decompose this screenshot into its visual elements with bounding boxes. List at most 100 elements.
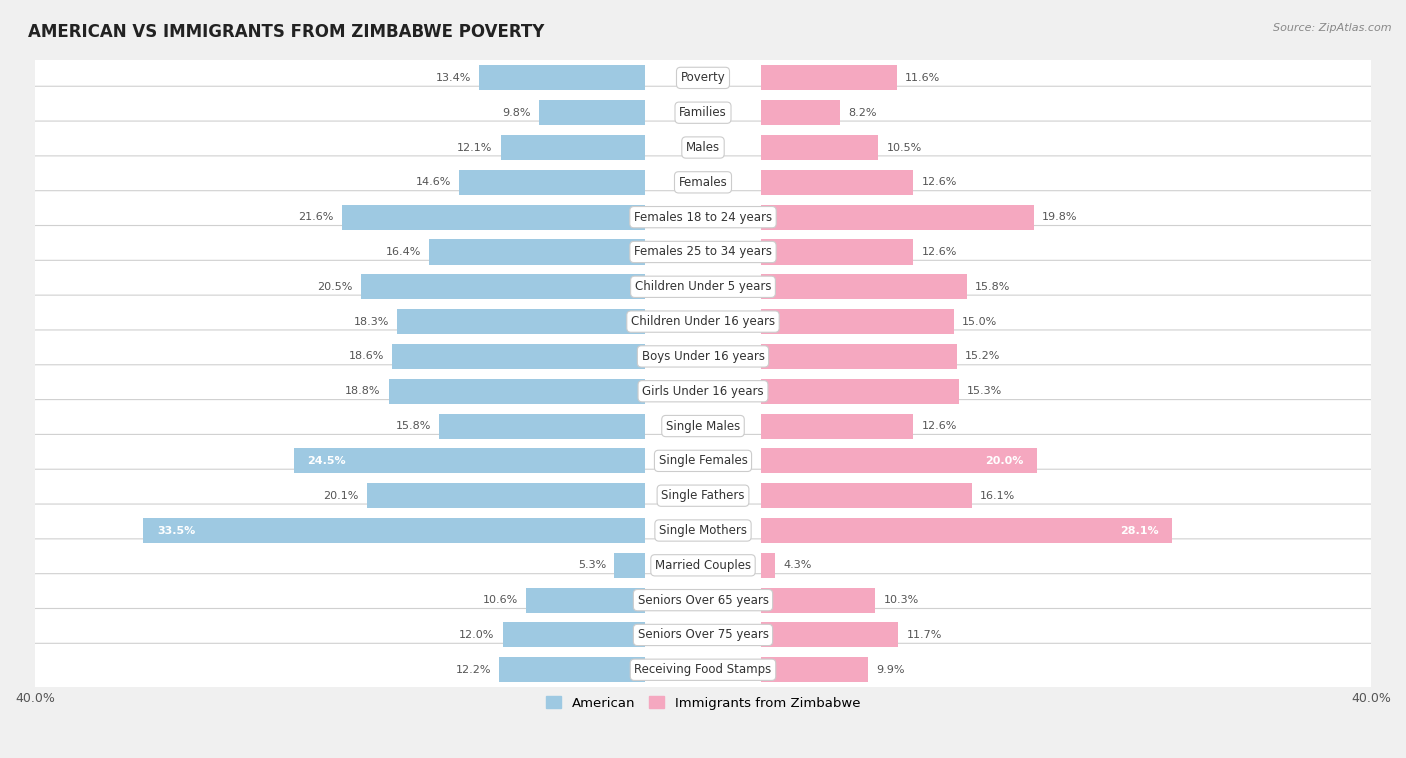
Bar [499,657,644,682]
FancyBboxPatch shape [31,86,1375,139]
Text: 16.1%: 16.1% [980,490,1015,501]
Bar [143,518,644,543]
Text: 24.5%: 24.5% [307,456,346,466]
Text: 20.5%: 20.5% [316,282,353,292]
FancyBboxPatch shape [31,330,1375,383]
Text: Seniors Over 65 years: Seniors Over 65 years [637,594,769,606]
Text: Receiving Food Stamps: Receiving Food Stamps [634,663,772,676]
Bar [762,309,953,334]
Bar [367,483,644,508]
Bar [439,414,644,439]
Bar [540,100,644,125]
Bar [360,274,644,299]
Bar [762,274,967,299]
Text: 15.8%: 15.8% [976,282,1011,292]
FancyBboxPatch shape [31,295,1375,348]
Text: 12.0%: 12.0% [458,630,495,640]
Text: Source: ZipAtlas.com: Source: ZipAtlas.com [1274,23,1392,33]
Text: 14.6%: 14.6% [415,177,451,187]
Text: 12.6%: 12.6% [922,421,957,431]
FancyBboxPatch shape [31,399,1375,453]
Text: Females 25 to 34 years: Females 25 to 34 years [634,246,772,258]
Bar [762,553,775,578]
Text: Females: Females [679,176,727,189]
Text: Single Females: Single Females [658,454,748,468]
FancyBboxPatch shape [31,469,1375,522]
Text: 10.5%: 10.5% [887,143,922,152]
Text: 15.3%: 15.3% [967,387,1002,396]
Bar [762,483,972,508]
FancyBboxPatch shape [31,574,1375,627]
Text: 13.4%: 13.4% [436,73,471,83]
Bar [762,135,879,160]
Legend: American, Immigrants from Zimbabwe: American, Immigrants from Zimbabwe [540,691,866,715]
Bar [762,518,1173,543]
Text: 18.3%: 18.3% [354,317,389,327]
Bar [762,587,875,612]
Text: 18.6%: 18.6% [349,352,384,362]
Bar [762,448,1038,474]
Bar [762,100,839,125]
Text: 11.7%: 11.7% [907,630,942,640]
Bar [294,448,644,474]
Text: 15.2%: 15.2% [965,352,1001,362]
FancyBboxPatch shape [31,365,1375,418]
Bar [762,344,957,369]
Text: 15.8%: 15.8% [395,421,430,431]
Text: 12.6%: 12.6% [922,247,957,257]
Bar [342,205,644,230]
FancyBboxPatch shape [31,609,1375,662]
Text: 20.1%: 20.1% [323,490,359,501]
Bar [502,622,644,647]
Bar [762,622,898,647]
Text: 12.1%: 12.1% [457,143,492,152]
FancyBboxPatch shape [31,191,1375,243]
Bar [392,344,644,369]
Bar [762,414,914,439]
Text: 4.3%: 4.3% [783,560,811,570]
Bar [479,65,644,90]
FancyBboxPatch shape [31,121,1375,174]
Text: 12.6%: 12.6% [922,177,957,187]
Text: Boys Under 16 years: Boys Under 16 years [641,350,765,363]
Bar [762,240,914,265]
Text: Married Couples: Married Couples [655,559,751,572]
Text: 8.2%: 8.2% [848,108,877,117]
Bar [762,65,897,90]
Text: 9.9%: 9.9% [877,665,905,675]
FancyBboxPatch shape [31,156,1375,208]
FancyBboxPatch shape [31,644,1375,697]
Text: Females 18 to 24 years: Females 18 to 24 years [634,211,772,224]
Text: Children Under 16 years: Children Under 16 years [631,315,775,328]
Bar [762,205,1033,230]
Bar [526,587,644,612]
FancyBboxPatch shape [31,504,1375,557]
Bar [429,240,644,265]
Text: Single Mothers: Single Mothers [659,524,747,537]
Text: 9.8%: 9.8% [502,108,531,117]
Text: Males: Males [686,141,720,154]
FancyBboxPatch shape [31,226,1375,278]
Text: 19.8%: 19.8% [1042,212,1077,222]
Text: Children Under 5 years: Children Under 5 years [634,280,772,293]
Text: 21.6%: 21.6% [298,212,333,222]
FancyBboxPatch shape [31,260,1375,313]
Bar [501,135,644,160]
FancyBboxPatch shape [31,539,1375,592]
FancyBboxPatch shape [31,52,1375,105]
Text: 28.1%: 28.1% [1121,525,1159,535]
Text: 11.6%: 11.6% [905,73,941,83]
Text: 16.4%: 16.4% [385,247,420,257]
Text: 18.8%: 18.8% [344,387,381,396]
Text: Single Males: Single Males [666,419,740,433]
Text: Single Fathers: Single Fathers [661,489,745,503]
Text: Families: Families [679,106,727,119]
Text: 12.2%: 12.2% [456,665,491,675]
Bar [398,309,644,334]
Bar [460,170,644,195]
Bar [762,379,959,404]
Text: Seniors Over 75 years: Seniors Over 75 years [637,628,769,641]
Bar [614,553,644,578]
Bar [389,379,644,404]
Text: Poverty: Poverty [681,71,725,84]
